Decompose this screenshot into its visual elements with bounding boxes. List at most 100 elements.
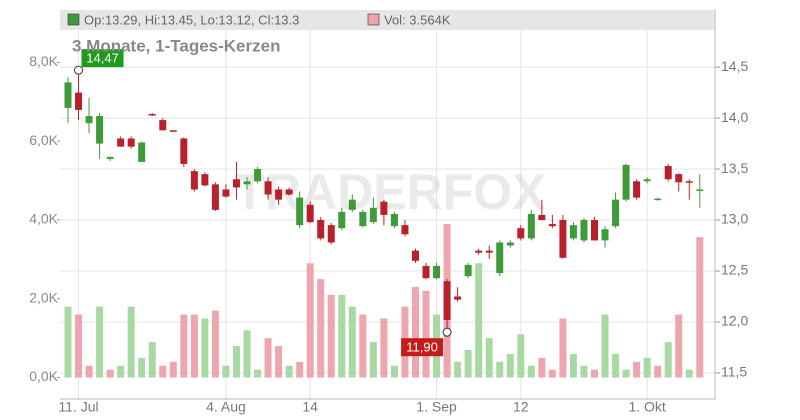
candle-body [148, 114, 156, 116]
candle-body [612, 199, 620, 227]
candle-body [348, 199, 356, 210]
volume-bar [696, 237, 704, 378]
y2-tick-label: 0,0K [29, 368, 58, 384]
candle-body [243, 181, 251, 185]
candle-body [327, 225, 335, 243]
volume-bar [264, 338, 272, 378]
x-tick-label: 14 [302, 399, 318, 415]
candle-body [275, 189, 283, 200]
volume-bar [232, 346, 240, 378]
annotation-box [81, 49, 124, 68]
candle-body [696, 189, 704, 191]
candle-body [180, 138, 188, 164]
volume-bar [106, 369, 114, 378]
candle-body [211, 184, 219, 210]
volume-bar [338, 294, 346, 378]
candle-body [485, 250, 493, 253]
candle-body [664, 166, 672, 180]
volume-bar [275, 346, 283, 378]
annotation-box [401, 338, 444, 357]
candle-body [138, 142, 146, 162]
candle-body [443, 281, 451, 320]
volume-bar [64, 306, 72, 378]
x-tick-label: 4. Aug [206, 399, 246, 415]
annotation-marker [442, 327, 452, 337]
chart-title: 3 Monate, 1-Tages-Kerzen [72, 36, 280, 55]
candle-body [64, 82, 72, 108]
volume-bar [127, 306, 135, 378]
x-tick-label: 1. Sep [416, 399, 457, 415]
y2-tick-label: 6,0K [29, 132, 58, 148]
candle-body [106, 156, 114, 159]
candle-body [548, 224, 556, 227]
volume-bar [664, 342, 672, 378]
candle-body [464, 264, 472, 277]
volume-bar [506, 353, 514, 378]
header-bar [60, 10, 715, 30]
candle-body [338, 211, 346, 229]
volume-header: Vol: 3.564K [384, 12, 451, 27]
volume-bar [496, 361, 504, 378]
candle-body [159, 120, 167, 131]
volume-bar [559, 318, 567, 378]
candle-body [201, 174, 209, 186]
candle-body [222, 189, 230, 197]
candle-body [654, 198, 662, 201]
candle-body [359, 211, 367, 227]
candle-body [643, 179, 651, 182]
annotation-marker [74, 65, 84, 75]
candle-body [506, 242, 514, 246]
y-tick-label: 14,0 [721, 109, 748, 125]
y-tick-label: 11,5 [721, 364, 747, 380]
volume-bar [138, 357, 146, 378]
candle-body [127, 138, 135, 147]
candle-body [422, 265, 430, 279]
candle-body [75, 92, 83, 110]
volume-bar [180, 314, 188, 378]
candle-body [685, 181, 693, 183]
volume-bar [317, 279, 325, 378]
y-tick-label: 13,5 [721, 160, 748, 176]
candle-body [190, 171, 198, 190]
volume-bar [296, 361, 304, 378]
ohlc-legend-swatch [67, 13, 80, 26]
candle-body [633, 181, 641, 198]
volume-bar [454, 361, 462, 378]
candle-body [675, 174, 683, 183]
candle-body [411, 250, 419, 261]
volume-bar [190, 314, 198, 378]
volume-bar [254, 369, 262, 378]
candle-body [264, 181, 272, 195]
volume-bar [75, 314, 83, 378]
volume-bar [359, 314, 367, 378]
volume-bar [622, 369, 630, 378]
candle-body [569, 225, 577, 239]
volume-bar [591, 369, 598, 378]
volume-bar [422, 290, 430, 378]
volume-bar [348, 306, 356, 378]
y-tick-label: 12,0 [721, 313, 748, 329]
ohlc-header: Op:13.29, Hi:13.45, Lo:13.12, Cl:13.3 [84, 12, 299, 27]
candle-body [591, 220, 598, 241]
candle-body [496, 242, 504, 274]
candle-body [232, 179, 240, 188]
candle-body [475, 250, 483, 253]
candle-body [517, 228, 525, 239]
volume-bar [517, 334, 525, 378]
volume-bar [612, 353, 620, 378]
y-tick-label: 14,5 [721, 58, 748, 74]
candle-body [380, 201, 388, 215]
candle-body [317, 220, 325, 239]
candle-body [96, 116, 104, 144]
volume-bar [85, 365, 93, 378]
candle-body [117, 138, 125, 147]
candle-body [285, 189, 293, 195]
candle-body [527, 213, 535, 239]
y2-tick-label: 4,0K [29, 211, 58, 227]
candle-body [254, 169, 262, 182]
annotation-label: 14,47 [86, 51, 119, 66]
volume-bar [148, 342, 156, 378]
volume-bar [685, 369, 693, 378]
